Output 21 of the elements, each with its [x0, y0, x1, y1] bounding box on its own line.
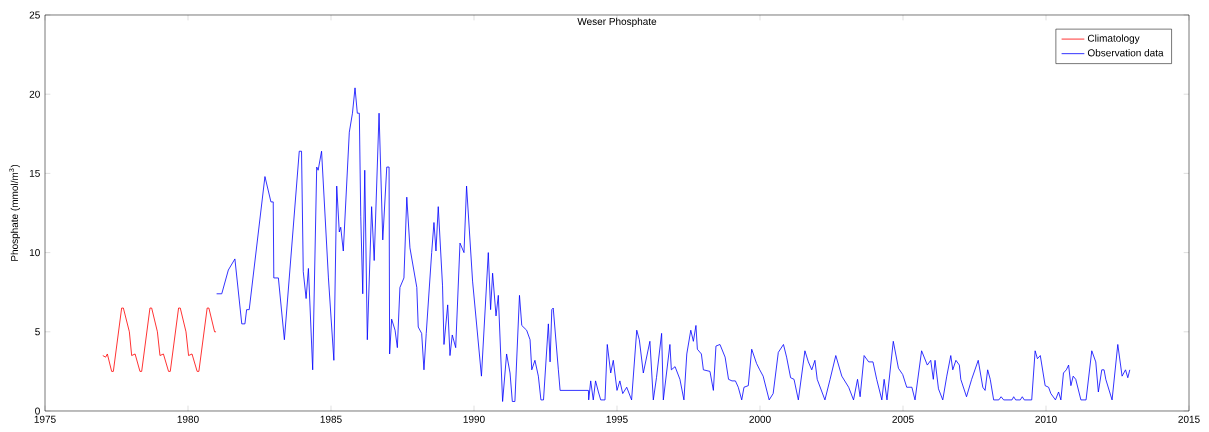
x-tick-label: 2015: [1178, 415, 1200, 423]
line-series: [102, 307, 217, 372]
y-axis-title: Phosphate (mmol/m$^{3}$): [9, 164, 21, 261]
x-tick-label: 2010: [1035, 415, 1057, 423]
y-tick-label: 5: [35, 328, 40, 336]
x-tick-label: 1990: [463, 415, 485, 423]
y-tick-label: 25: [29, 11, 40, 19]
y-tick-label: 20: [29, 90, 40, 98]
line-series: [216, 87, 1131, 402]
x-tick-label: 1980: [177, 415, 199, 423]
x-tick-label: 2005: [892, 415, 914, 423]
y-tick-label: 10: [29, 249, 40, 257]
y-tick-label: 15: [29, 169, 40, 177]
x-tick-label: 1975: [34, 415, 56, 423]
legend-label: Observation data: [1087, 49, 1164, 57]
y-tick-label: 0: [35, 407, 40, 415]
x-tick-label: 2000: [749, 415, 771, 423]
x-tick-label: 1995: [606, 415, 628, 423]
x-tick-label: 1985: [320, 415, 342, 423]
chart-title: Weser Phosphate: [577, 17, 657, 27]
legend-label: Climatology: [1087, 34, 1140, 44]
